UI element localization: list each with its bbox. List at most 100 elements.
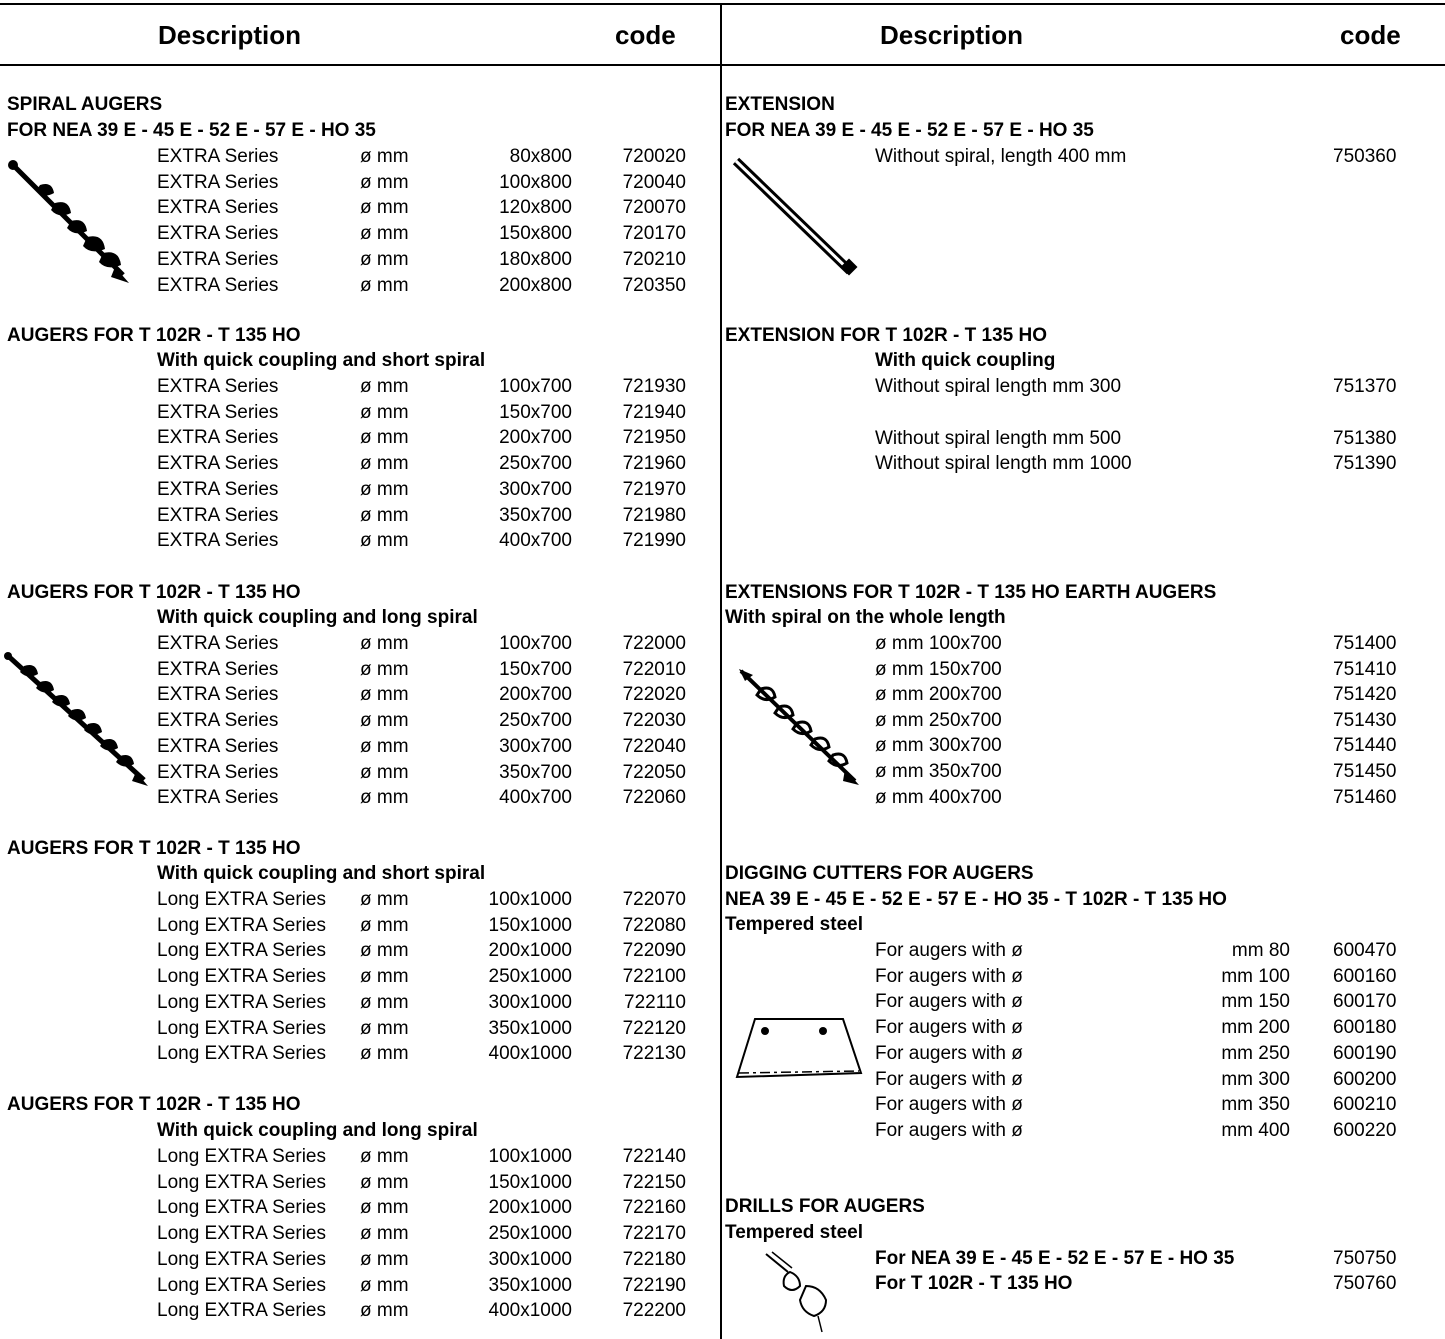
code-cell: 722190: [622, 1274, 686, 1296]
section-subtitle: Tempered steel: [725, 914, 863, 935]
size-cell: 80x800: [509, 146, 572, 167]
series-cell: Long EXTRA Series: [157, 1043, 326, 1065]
code-cell: 750360: [1333, 146, 1397, 167]
size-cell: 400x700: [499, 787, 572, 809]
series-cell: EXTRA Series: [157, 530, 279, 552]
code-cell: 751410: [1333, 659, 1397, 680]
size-cell: 250x1000: [488, 966, 572, 988]
series-cell: Long EXTRA Series: [157, 1017, 326, 1039]
series-cell: EXTRA Series: [157, 274, 279, 296]
unit-cell: ø mm: [360, 427, 409, 449]
size-cell: 400x1000: [488, 1043, 572, 1065]
code-cell: 751380: [1333, 428, 1397, 449]
code-cell: 721980: [622, 504, 686, 526]
code-cell: 751390: [1333, 453, 1397, 474]
series-cell: EXTRA Series: [157, 401, 279, 423]
code-cell: 600210: [1333, 1094, 1397, 1116]
code-cell: 722100: [622, 966, 686, 988]
description-cell: Without spiral length mm 300: [875, 376, 1122, 397]
code-cell: 720070: [622, 197, 686, 219]
series-cell: EXTRA Series: [157, 478, 279, 500]
code-cell: 722200: [622, 1300, 686, 1322]
size-cell: 300x1000: [488, 1248, 572, 1270]
description-cell: ø mm 350x700: [875, 761, 1002, 782]
code-cell: 720020: [622, 146, 686, 167]
drill-bit-illustration: [765, 1251, 828, 1333]
size-cell: 200x1000: [488, 940, 572, 962]
code-cell: 751430: [1333, 710, 1397, 731]
description-cell: For augers with ø: [875, 991, 1023, 1013]
unit-cell: ø mm: [360, 1017, 409, 1039]
section-title: EXTENSIONS FOR T 102R - T 135 HO EARTH A…: [725, 582, 1217, 603]
series-cell: Long EXTRA Series: [157, 1223, 326, 1245]
series-cell: Long EXTRA Series: [157, 1197, 326, 1219]
unit-cell: ø mm: [360, 1146, 409, 1167]
code-cell: 721940: [622, 401, 686, 423]
size-cell: mm 200: [1221, 1017, 1290, 1039]
size-cell: 250x1000: [488, 1223, 572, 1245]
code-cell: 600200: [1333, 1068, 1397, 1090]
code-cell: 750750: [1333, 1248, 1397, 1269]
section-title: AUGERS FOR T 102R - T 135 HO: [7, 1094, 301, 1115]
description-cell: For augers with ø: [875, 965, 1023, 987]
code-cell: 720170: [622, 223, 686, 245]
series-cell: EXTRA Series: [157, 453, 279, 475]
size-cell: 250x700: [499, 710, 572, 732]
code-cell: 600470: [1333, 940, 1397, 961]
code-cell: 722070: [622, 889, 686, 910]
description-cell: ø mm 400x700: [875, 787, 1002, 808]
code-cell: 720040: [622, 171, 686, 193]
section-title: EXTENSION: [725, 94, 835, 115]
size-cell: mm 100: [1221, 965, 1290, 987]
code-cell: 722020: [622, 684, 686, 706]
size-cell: 400x1000: [488, 1300, 572, 1322]
series-cell: Long EXTRA Series: [157, 889, 326, 910]
unit-cell: ø mm: [360, 991, 409, 1013]
code-cell: 722030: [622, 710, 686, 732]
section-subtitle: NEA 39 E - 45 E - 52 E - 57 E - HO 35 - …: [725, 889, 1227, 910]
code-cell: 722180: [622, 1248, 686, 1270]
series-cell: EXTRA Series: [157, 761, 279, 783]
code-cell: 722000: [622, 633, 686, 654]
size-cell: 150x700: [499, 658, 572, 680]
code-cell: 751440: [1333, 735, 1397, 756]
section-subtitle: Tempered steel: [725, 1222, 863, 1243]
description-cell: Without spiral length mm 1000: [875, 453, 1132, 474]
code-cell: 721950: [622, 427, 686, 449]
unit-cell: ø mm: [360, 658, 409, 680]
series-cell: Long EXTRA Series: [157, 914, 326, 936]
code-cell: 721960: [622, 453, 686, 475]
description-cell: For augers with ø: [875, 1042, 1023, 1064]
section-subtitle: With quick coupling and short spiral: [157, 863, 486, 884]
series-cell: Long EXTRA Series: [157, 966, 326, 988]
section-title: EXTENSION FOR T 102R - T 135 HO: [725, 325, 1048, 346]
code-cell: 722050: [622, 761, 686, 783]
extension-rod-illustration: [732, 157, 858, 276]
size-cell: 350x1000: [488, 1274, 572, 1296]
size-cell: 180x800: [499, 248, 572, 270]
size-cell: 200x700: [499, 684, 572, 706]
series-cell: EXTRA Series: [157, 376, 279, 397]
size-cell: 350x700: [499, 504, 572, 526]
series-cell: Long EXTRA Series: [157, 1171, 326, 1193]
code-cell: 720350: [622, 274, 686, 296]
series-cell: Long EXTRA Series: [157, 1274, 326, 1296]
size-cell: mm 150: [1221, 991, 1290, 1013]
description-cell: ø mm 200x700: [875, 684, 1002, 705]
code-cell: 600220: [1333, 1119, 1397, 1141]
code-cell: 722140: [622, 1146, 686, 1167]
size-cell: 300x1000: [488, 991, 572, 1013]
section-subtitle: With quick coupling and short spiral: [157, 350, 486, 371]
series-cell: EXTRA Series: [157, 684, 279, 706]
unit-cell: ø mm: [360, 914, 409, 936]
series-cell: Long EXTRA Series: [157, 1146, 326, 1167]
unit-cell: ø mm: [360, 735, 409, 757]
code-cell: 721990: [622, 530, 686, 552]
left-description-header: Description: [158, 20, 302, 50]
description-cell: For T 102R - T 135 HO: [875, 1273, 1073, 1294]
description-cell: For augers with ø: [875, 1094, 1023, 1116]
series-cell: EXTRA Series: [157, 633, 279, 654]
series-cell: EXTRA Series: [157, 658, 279, 680]
code-cell: 751450: [1333, 761, 1397, 782]
